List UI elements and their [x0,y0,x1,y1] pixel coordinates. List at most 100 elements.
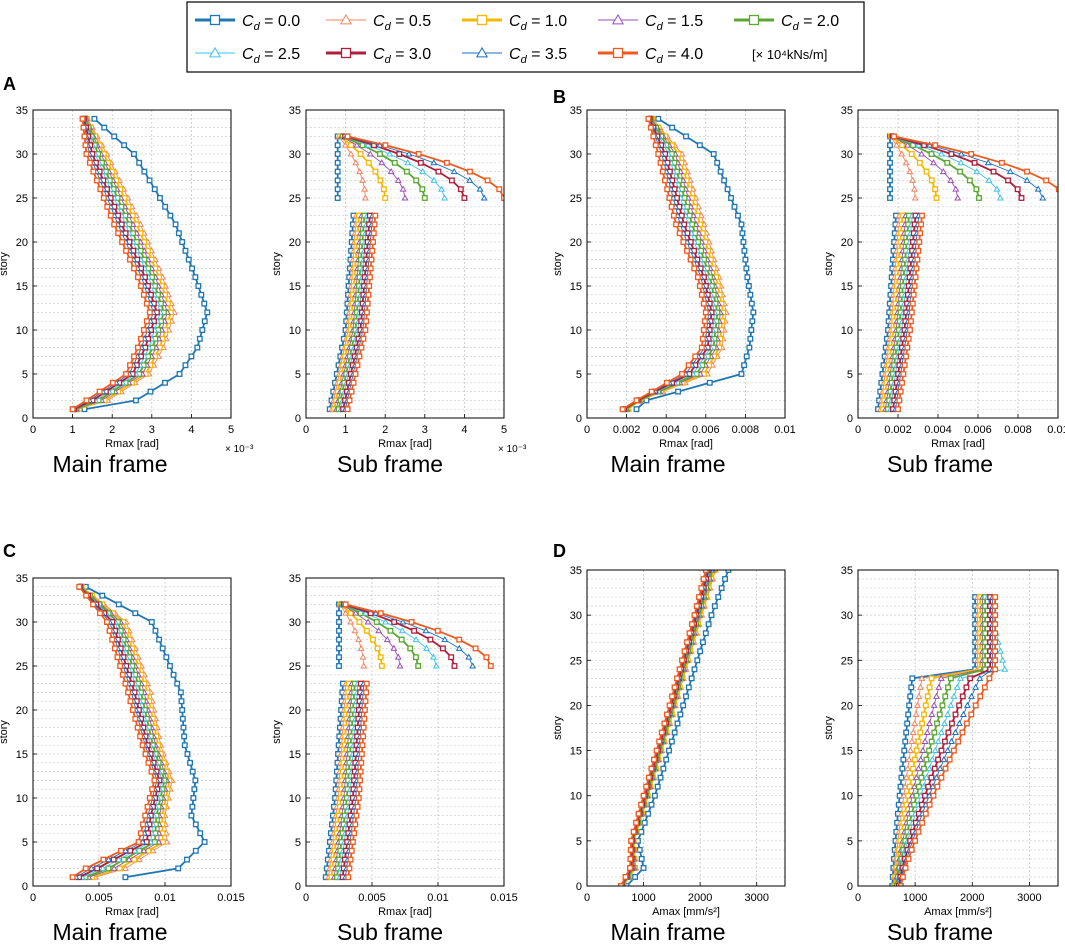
y-tick-label: 25 [16,661,28,673]
data-point [929,783,937,790]
data-point [364,141,372,148]
data-point [746,344,753,351]
data-point [638,855,645,862]
x-tick-label: 0 [855,892,861,904]
data-point [348,847,355,854]
data-point [739,230,746,237]
x-tick-label: 1 [343,424,349,436]
data-point [936,764,944,772]
data-point [922,810,929,817]
data-point [959,710,967,717]
data-point [907,318,914,325]
data-point [992,639,999,646]
data-point [930,701,938,708]
data-point [435,168,442,175]
data-point [932,774,940,781]
data-point [131,847,139,854]
y-tick-label: 15 [16,281,28,293]
y-tick-label: 10 [841,325,853,337]
legend-entry-7: Cd = 3.0 [326,46,431,66]
data-point [902,774,910,781]
x-tick-label: 0 [303,892,309,904]
data-point [992,657,999,664]
data-point [992,630,999,637]
data-point [928,710,936,717]
legend-unit: [× 10⁴kNs/m] [752,47,827,62]
data-point [741,362,748,369]
data-point [663,379,670,386]
data-point [136,159,143,166]
data-point [926,719,934,726]
y-tick-label: 0 [295,881,301,893]
data-point [998,159,1005,166]
data-point [674,675,681,682]
data-point [368,256,375,263]
data-point [669,693,676,700]
legend-entry-4: Cd = 1.5 [598,13,703,33]
data-point [134,344,141,351]
data-point [412,635,420,643]
data-point [907,327,913,333]
x-tick-label: 0.002 [613,424,641,436]
data-point [982,612,989,619]
data-point [1006,167,1014,175]
data-point [334,186,341,193]
plot-area [33,578,231,886]
data-point [140,821,146,828]
data-point [702,630,709,637]
y-tick-label: 30 [289,149,301,161]
data-point [948,720,955,727]
data-point [378,663,385,669]
data-point [363,318,370,325]
data-point [743,353,750,360]
data-point [83,151,90,157]
data-point [973,186,980,193]
data-point [972,702,979,709]
data-point [931,765,938,772]
data-point [982,639,989,646]
data-point [1023,176,1031,183]
data-point [898,774,905,781]
data-point [374,645,381,652]
y-tick-label: 5 [295,369,301,381]
data-point [745,283,752,289]
y-tick-label: 5 [295,837,301,849]
series-line-cd-1 [81,586,173,878]
data-point [906,783,913,790]
data-point [661,720,668,727]
data-point [699,335,706,342]
data-point [146,177,153,184]
data-point [692,353,699,360]
data-point [996,194,1004,201]
y-tick-label: 10 [289,793,301,805]
data-point [940,755,948,763]
data-point [738,371,745,377]
data-point [913,265,920,272]
y-tick-label: 20 [570,237,582,249]
data-point [900,756,907,763]
data-point [996,647,1005,654]
data-point [952,185,960,192]
data-point [99,864,107,871]
data-point [476,185,484,192]
data-point [347,610,354,617]
data-point [909,300,916,307]
data-point [627,855,634,862]
y-tick-label: 10 [289,325,301,337]
data-point [908,309,915,316]
data-point [741,247,748,254]
data-point [69,874,76,881]
legend-symbol: C [373,13,385,30]
data-point [190,795,197,801]
data-point [694,274,701,281]
x-tick-label: 0 [30,892,36,904]
data-point [911,756,918,763]
data-point [643,783,650,790]
data-point [926,684,933,691]
data-point [923,168,930,175]
data-point [336,627,342,634]
data-point [645,774,652,781]
data-point [201,318,208,325]
data-point [919,720,926,727]
data-point [137,733,144,740]
